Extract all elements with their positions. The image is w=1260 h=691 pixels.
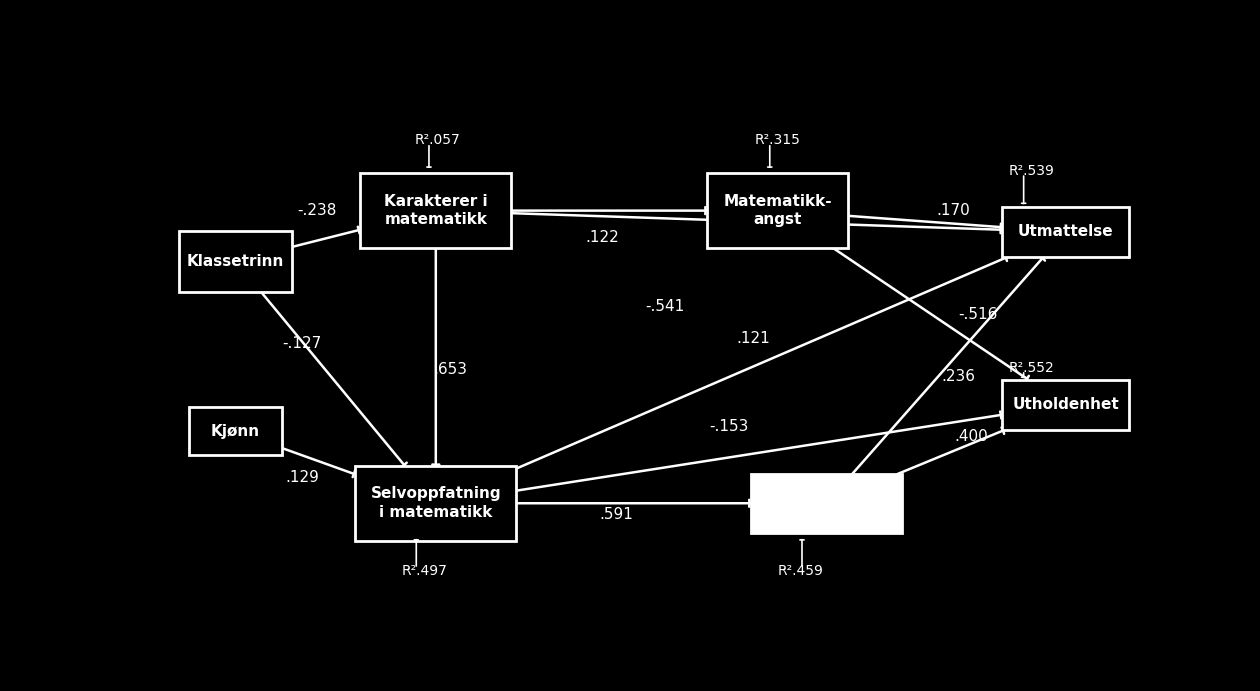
FancyBboxPatch shape	[179, 231, 292, 292]
Text: Matematikk-
angst: Matematikk- angst	[723, 193, 832, 227]
FancyBboxPatch shape	[751, 474, 902, 533]
Text: -.541: -.541	[645, 299, 685, 314]
FancyBboxPatch shape	[1002, 379, 1129, 430]
FancyBboxPatch shape	[355, 466, 517, 540]
Text: -.153: -.153	[709, 419, 748, 434]
Text: .129: .129	[285, 470, 319, 485]
Text: Utholdenhet: Utholdenhet	[1012, 397, 1119, 413]
Text: Klassetrinn: Klassetrinn	[186, 254, 285, 269]
Text: -.516: -.516	[958, 307, 998, 322]
Text: R².057: R².057	[415, 133, 460, 147]
Text: .170: .170	[936, 203, 970, 218]
Text: .122: .122	[585, 229, 619, 245]
Text: Karakterer i
matematikk: Karakterer i matematikk	[384, 193, 488, 227]
FancyBboxPatch shape	[189, 408, 282, 455]
Text: .236: .236	[941, 369, 975, 384]
Text: R².552: R².552	[1009, 361, 1055, 375]
Text: .653: .653	[433, 361, 467, 377]
FancyBboxPatch shape	[360, 173, 512, 248]
Text: R².315: R².315	[755, 133, 801, 147]
Text: Selvoppfatning
i matematikk: Selvoppfatning i matematikk	[370, 486, 501, 520]
Text: R².539: R².539	[1009, 164, 1055, 178]
Text: R².497: R².497	[402, 565, 447, 578]
FancyBboxPatch shape	[707, 173, 848, 248]
Text: Kjønn: Kjønn	[212, 424, 260, 439]
Text: -.127: -.127	[282, 336, 321, 351]
Text: .121: .121	[736, 331, 770, 346]
Text: R².459: R².459	[777, 565, 824, 578]
Text: .400: .400	[954, 429, 988, 444]
Text: -.238: -.238	[297, 203, 336, 218]
Text: Utmattelse: Utmattelse	[1018, 225, 1114, 239]
Text: .591: .591	[600, 507, 634, 522]
FancyBboxPatch shape	[1002, 207, 1129, 257]
